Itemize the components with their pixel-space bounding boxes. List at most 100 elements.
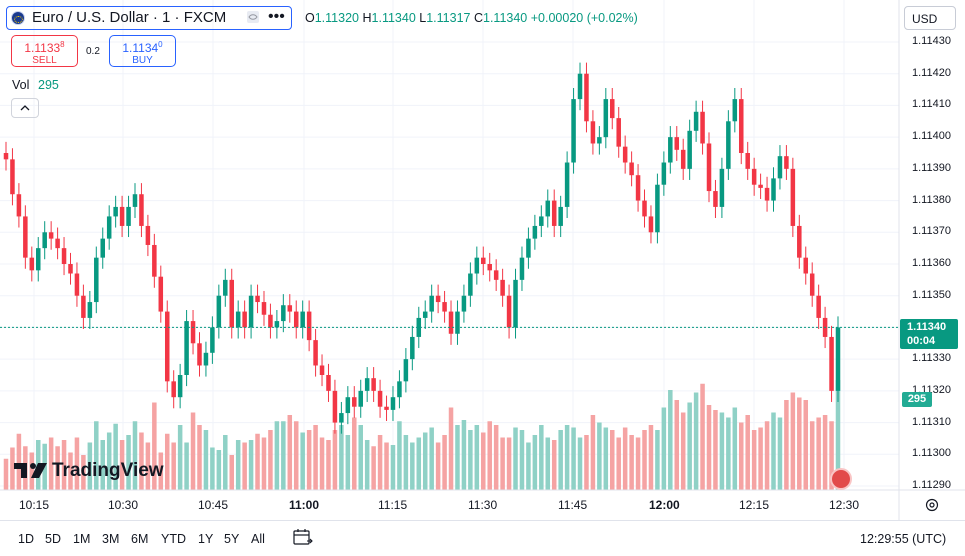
time-tick-label: 10:15 [19, 498, 50, 512]
candle-body [532, 225, 538, 239]
candle-body [835, 327, 841, 391]
price-tick-label: 1.11430 [912, 35, 951, 47]
spread-value: 0.2 [86, 46, 100, 57]
range-button-6m[interactable]: 6M [131, 532, 149, 546]
volume-bar [171, 442, 176, 490]
volume-bar [487, 421, 492, 490]
collapse-legend-button[interactable] [11, 98, 39, 118]
candle-body [152, 244, 157, 277]
volume-bar [377, 435, 383, 490]
volume-bar [287, 415, 293, 490]
candle-body [35, 248, 41, 271]
candle-body [248, 295, 254, 328]
settings-icon[interactable] [924, 497, 940, 513]
range-button-5y[interactable]: 5Y [224, 532, 240, 546]
candle-body [210, 327, 215, 353]
candle-body [603, 99, 609, 138]
volume-bar [771, 412, 776, 490]
time-tick-label: 12:15 [739, 498, 770, 512]
volume-bar [422, 432, 428, 490]
candle-body [693, 111, 699, 131]
candle-body [790, 168, 796, 226]
volume-bar [732, 407, 738, 490]
candle-body [223, 279, 228, 296]
range-button-1y[interactable]: 1Y [198, 532, 214, 546]
candle-body [281, 305, 286, 322]
candle-body [339, 413, 344, 423]
symbol-header[interactable] [6, 6, 292, 30]
price-tick-label: 1.11350 [912, 288, 951, 301]
candle-body [313, 340, 318, 366]
volume-bar [74, 437, 80, 490]
volume-bar [126, 435, 131, 490]
candle-body [190, 321, 196, 344]
candle-body [145, 225, 151, 245]
eye-icon[interactable] [246, 10, 260, 24]
candle-body [235, 311, 241, 328]
volume-bar [255, 433, 260, 490]
candle-body [610, 99, 615, 119]
volume-bar [558, 430, 563, 490]
price-tick-label: 1.11330 [912, 352, 951, 365]
time-tick-label: 11:15 [378, 498, 408, 512]
volume-bar [94, 421, 99, 490]
candle-body [429, 295, 434, 312]
buy-button[interactable]: 1.11340 BUY [109, 35, 176, 67]
range-button-3m[interactable]: 3M [102, 532, 120, 546]
clock-readout[interactable]: 12:29:55 (UTC) [860, 532, 947, 546]
more-icon[interactable]: ••• [268, 8, 285, 25]
volume-bar [113, 423, 118, 490]
volume-bar [390, 445, 396, 490]
price-tick-label: 1.11370 [912, 225, 951, 238]
candle-body [571, 99, 576, 163]
volume-bar [429, 427, 434, 490]
range-button-1m[interactable]: 1M [73, 532, 91, 546]
volume-bar [642, 430, 647, 490]
volume-bar [119, 440, 125, 490]
range-button-1d[interactable]: 1D [18, 532, 34, 546]
volume-bar [352, 417, 357, 490]
price-tick-label: 1.11410 [912, 98, 951, 111]
candle-body [622, 146, 628, 163]
candle-body [655, 184, 660, 233]
volume-bar [648, 425, 654, 490]
volume-bar [403, 435, 409, 490]
candle-body [87, 302, 93, 318]
sell-button[interactable]: 1.11338 SELL [11, 35, 78, 67]
candle-body [487, 264, 492, 271]
time-tick-label: 12:00 [649, 498, 680, 512]
volume-bar [145, 442, 151, 490]
calendar-icon[interactable] [292, 527, 314, 547]
change-value: +0.00020 (+0.02%) [530, 11, 638, 25]
volume-bar [590, 415, 596, 490]
currency-select[interactable]: USD [904, 6, 956, 30]
price-tick-label: 1.11380 [912, 193, 951, 206]
candle-body [326, 375, 331, 391]
symbol-title[interactable]: Euro / U.S. Dollar · 1 · FXCM [32, 9, 227, 26]
candle-body [74, 273, 80, 296]
candle-body [164, 311, 170, 382]
volume-bar [500, 437, 505, 490]
candle-body [513, 279, 518, 328]
candle-body [177, 375, 183, 398]
volume-bar [758, 427, 763, 490]
range-button-5d[interactable]: 5D [45, 532, 61, 546]
candle-body [203, 352, 209, 366]
candle-body [616, 118, 621, 147]
volume-bar [29, 452, 35, 490]
candle-body [558, 206, 563, 226]
range-button-ytd[interactable]: YTD [161, 532, 186, 546]
volume-label: Vol [12, 78, 30, 92]
candle-body [519, 257, 525, 280]
logo-text: TradingView [52, 460, 164, 481]
candle-body [377, 390, 383, 407]
candle-body [526, 238, 531, 258]
volume-bar [784, 400, 789, 490]
volume-bar [616, 437, 621, 490]
volume-bar [313, 425, 318, 490]
volume-bar [751, 430, 757, 490]
volume-bar [835, 380, 841, 490]
range-button-all[interactable]: All [251, 532, 265, 546]
volume-bar [822, 415, 828, 490]
